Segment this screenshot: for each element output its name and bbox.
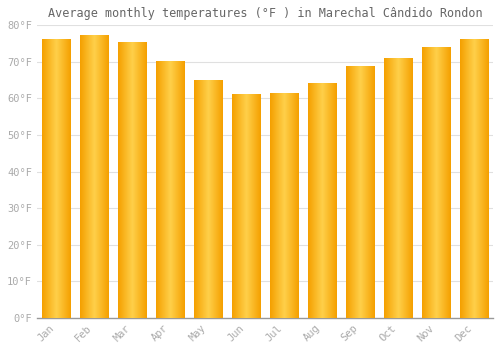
- Title: Average monthly temperatures (°F ) in Marechal Cândido Rondon: Average monthly temperatures (°F ) in Ma…: [48, 7, 482, 20]
